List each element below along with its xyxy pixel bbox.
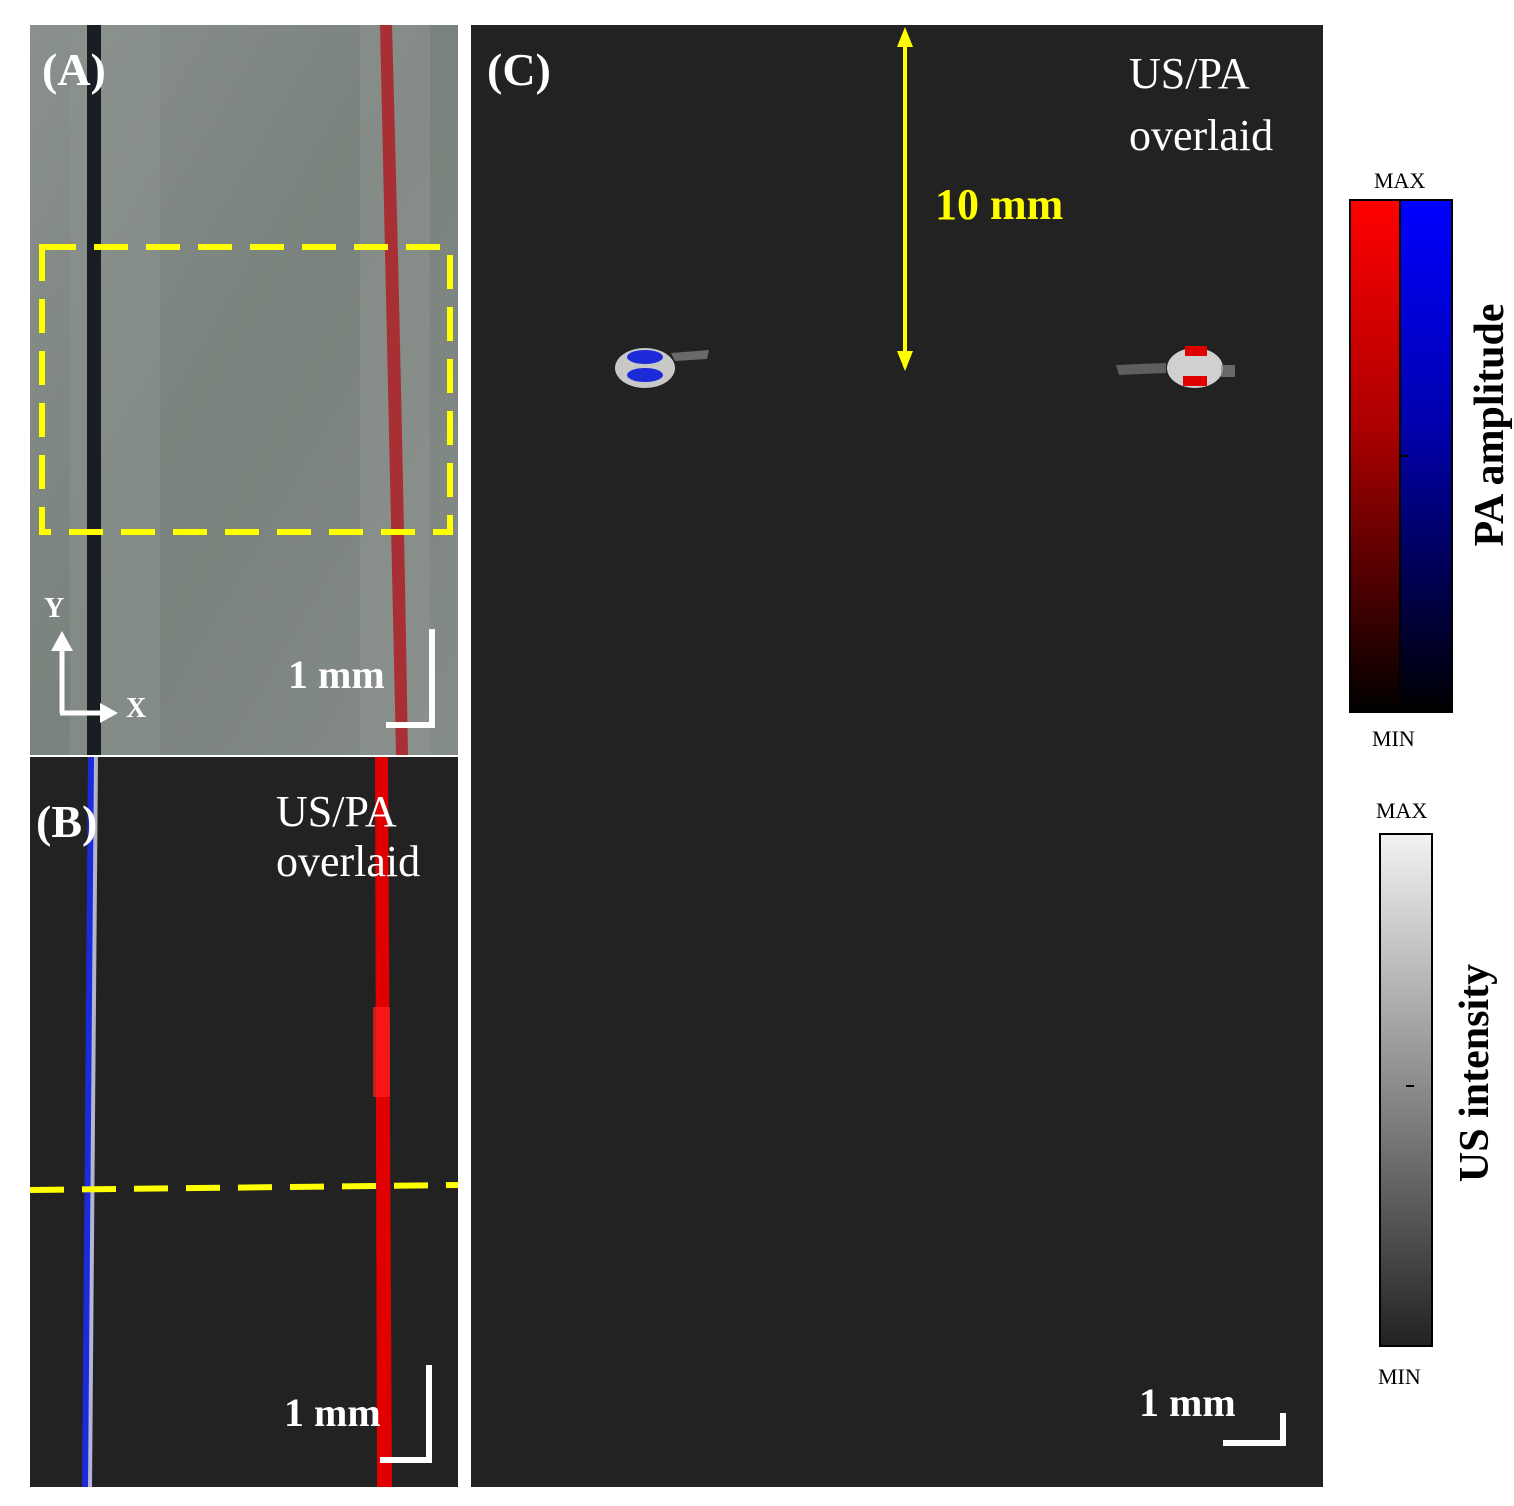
depth-arrow-bottom: [897, 351, 913, 371]
y-axis-label: Y: [44, 593, 65, 624]
pa-colorbar-title: PA amplitude: [1467, 303, 1513, 547]
us-colorbar-title: US intensity: [1452, 963, 1498, 1183]
panel-a-graphics: [30, 25, 458, 755]
panel-c-cross-section: (C) US/PA overlaid 10 mm 1 mm: [471, 25, 1323, 1487]
red-tube-signal: [375, 757, 392, 1487]
region-of-interest-box: [39, 244, 453, 535]
pa-blue-gradient: [1399, 199, 1453, 713]
us-colorbar-min: MIN: [1378, 1364, 1421, 1389]
panel-label-b: (B): [36, 796, 98, 847]
panel-b-overlay: (B) US/PA overlaid 1 mm: [30, 757, 458, 1487]
scale-label-c: 1 mm: [1139, 1380, 1236, 1425]
black-tube: [87, 25, 101, 755]
scale-label-a: 1 mm: [288, 652, 385, 697]
cross-section-line: [30, 1182, 458, 1193]
scale-bar-b: [380, 1365, 432, 1463]
panel-a-photo: (A) Y X 1 mm: [30, 25, 458, 755]
overlay-text-c-1: US/PA: [1129, 49, 1250, 98]
pa-colorbar-min: MIN: [1372, 726, 1415, 751]
scale-bar-c: [1223, 1413, 1286, 1446]
panel-b-graphics: [30, 757, 458, 1487]
us-colorbar-max: MAX: [1376, 798, 1428, 823]
panel-label-c: (C): [487, 44, 551, 95]
left-tube-sheath: [70, 25, 160, 755]
blue-tube-cross-section: [615, 348, 709, 388]
scale-label-b: 1 mm: [284, 1390, 381, 1435]
blue-tube-echo: [88, 757, 98, 1487]
red-tube-bright: [373, 1007, 390, 1097]
overlay-text-b-2: overlaid: [276, 837, 421, 886]
depth-arrow-top: [897, 27, 913, 47]
red-tube: [380, 25, 408, 755]
scale-bar-a: [386, 629, 435, 728]
y-arrow-head: [51, 631, 73, 651]
panel-c-graphics: [615, 27, 1286, 1446]
x-arrow-head: [100, 703, 118, 723]
panel-label-a: (A): [42, 44, 106, 95]
pa-colorbar-max: MAX: [1374, 168, 1426, 193]
overlay-text-b-1: US/PA: [276, 787, 397, 836]
us-gray-gradient: [1379, 833, 1433, 1347]
red-tube-cross-section: [1116, 346, 1235, 388]
x-axis-label: X: [126, 693, 147, 724]
pa-red-gradient: [1349, 199, 1401, 713]
depth-marker-label: 10 mm: [935, 180, 1064, 229]
overlay-text-c-2: overlaid: [1129, 111, 1274, 160]
